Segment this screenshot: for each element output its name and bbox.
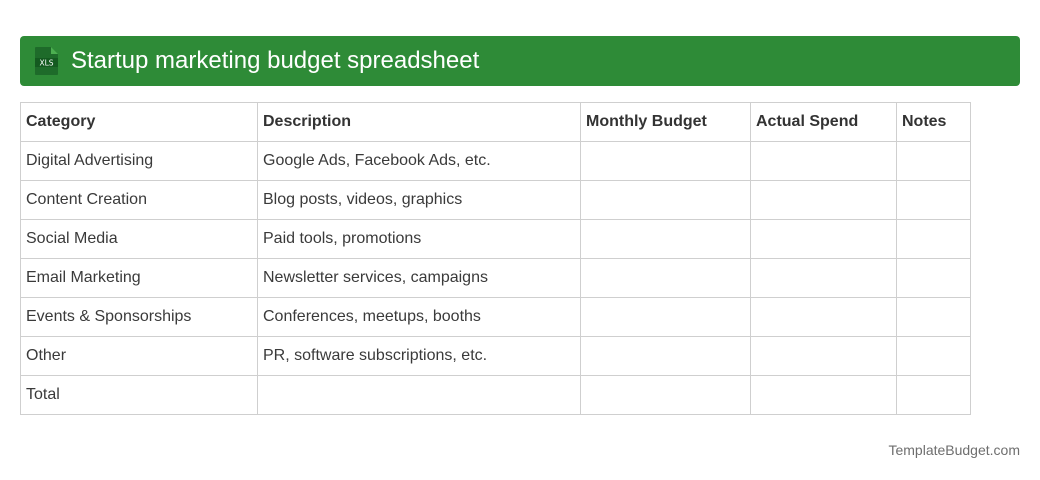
category-cell: Digital Advertising: [20, 141, 258, 181]
xls-file-icon: XLS: [35, 47, 58, 75]
budget-table: Category Description Monthly Budget Actu…: [20, 102, 971, 415]
description-cell: PR, software subscriptions, etc.: [257, 336, 581, 376]
category-cell: Other: [20, 336, 258, 376]
notes-cell[interactable]: [896, 375, 971, 415]
category-cell: Total: [20, 375, 258, 415]
category-cell: Email Marketing: [20, 258, 258, 298]
monthly-budget-cell[interactable]: [580, 297, 751, 337]
table-row: Events & Sponsorships Conferences, meetu…: [20, 297, 971, 337]
description-cell: Blog posts, videos, graphics: [257, 180, 581, 220]
column-header-actual-spend: Actual Spend: [750, 102, 897, 142]
page-title: Startup marketing budget spreadsheet: [71, 47, 480, 74]
actual-spend-cell[interactable]: [750, 180, 897, 220]
monthly-budget-cell[interactable]: [580, 336, 751, 376]
column-header-monthly-budget: Monthly Budget: [580, 102, 751, 142]
actual-spend-cell[interactable]: [750, 375, 897, 415]
notes-cell[interactable]: [896, 297, 971, 337]
table-row: Email Marketing Newsletter services, cam…: [20, 258, 971, 298]
monthly-budget-cell[interactable]: [580, 180, 751, 220]
actual-spend-cell[interactable]: [750, 258, 897, 298]
category-cell: Social Media: [20, 219, 258, 259]
column-header-notes: Notes: [896, 102, 971, 142]
description-cell: Conferences, meetups, booths: [257, 297, 581, 337]
monthly-budget-cell[interactable]: [580, 219, 751, 259]
description-cell: [257, 375, 581, 415]
table-row: Social Media Paid tools, promotions: [20, 219, 971, 259]
monthly-budget-cell[interactable]: [580, 141, 751, 181]
notes-cell[interactable]: [896, 219, 971, 259]
actual-spend-cell[interactable]: [750, 297, 897, 337]
table-row: Other PR, software subscriptions, etc.: [20, 336, 971, 376]
notes-cell[interactable]: [896, 258, 971, 298]
footer-brand: TemplateBudget.com: [888, 442, 1020, 458]
category-cell: Events & Sponsorships: [20, 297, 258, 337]
table-header-row: Category Description Monthly Budget Actu…: [20, 102, 971, 142]
monthly-budget-cell[interactable]: [580, 258, 751, 298]
column-header-description: Description: [257, 102, 581, 142]
category-cell: Content Creation: [20, 180, 258, 220]
notes-cell[interactable]: [896, 180, 971, 220]
table-row: Content Creation Blog posts, videos, gra…: [20, 180, 971, 220]
actual-spend-cell[interactable]: [750, 336, 897, 376]
monthly-budget-cell[interactable]: [580, 375, 751, 415]
notes-cell[interactable]: [896, 336, 971, 376]
description-cell: Google Ads, Facebook Ads, etc.: [257, 141, 581, 181]
column-header-category: Category: [20, 102, 258, 142]
actual-spend-cell[interactable]: [750, 219, 897, 259]
svg-text:XLS: XLS: [39, 59, 53, 68]
description-cell: Paid tools, promotions: [257, 219, 581, 259]
table-row: Digital Advertising Google Ads, Facebook…: [20, 141, 971, 181]
table-row-total: Total: [20, 375, 971, 415]
notes-cell[interactable]: [896, 141, 971, 181]
actual-spend-cell[interactable]: [750, 141, 897, 181]
description-cell: Newsletter services, campaigns: [257, 258, 581, 298]
title-bar: XLS Startup marketing budget spreadsheet: [20, 36, 1020, 86]
